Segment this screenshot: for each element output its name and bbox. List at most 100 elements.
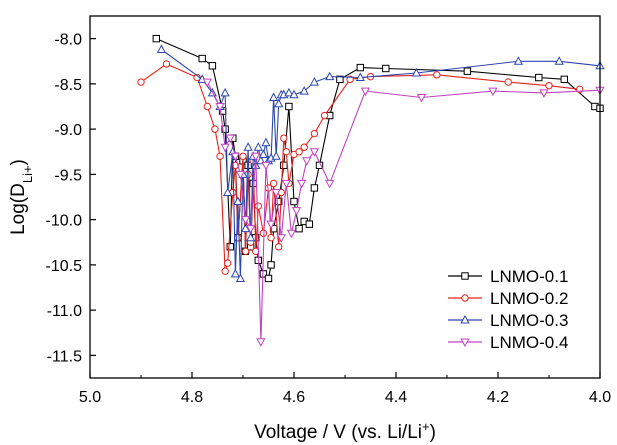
data-point-lnmo-0-2: [504, 78, 512, 86]
y-tick-label: -8.5: [54, 77, 82, 94]
data-point-lnmo-0-3: [243, 142, 253, 151]
data-point-lnmo-0-1: [198, 54, 206, 63]
data-point-lnmo-0-4: [261, 161, 271, 171]
data-point-lnmo-0-2: [221, 267, 229, 275]
data-point-lnmo-0-4: [539, 89, 549, 98]
x-tick-label: 4.8: [181, 389, 203, 406]
legend-marker: [461, 294, 469, 302]
data-point-lnmo-0-1: [535, 73, 543, 82]
data-point-lnmo-0-4: [240, 216, 251, 225]
x-tick-label: 4.2: [487, 389, 509, 406]
data-point-lnmo-0-2: [254, 202, 262, 210]
data-point-lnmo-0-4: [256, 338, 266, 347]
legend-label: LNMO-0.4: [490, 333, 568, 352]
data-point-lnmo-0-4: [220, 143, 230, 153]
data-point-lnmo-0-1: [152, 34, 161, 43]
data-point-lnmo-0-3: [271, 151, 281, 160]
y-tick-label: -8.0: [54, 32, 82, 49]
data-point-lnmo-0-4: [360, 87, 371, 97]
series-lnmo-0-2: [137, 60, 584, 275]
data-point-lnmo-0-3: [235, 273, 246, 282]
series-lnmo-0-3: [156, 44, 605, 282]
data-point-lnmo-0-2: [211, 125, 219, 133]
y-tick-label: -11.5: [47, 348, 82, 365]
legend-item-lnmo-0-2: LNMO-0.2: [448, 289, 568, 308]
data-point-lnmo-0-3: [289, 89, 299, 99]
data-point-lnmo-0-2: [234, 234, 242, 242]
data-point-lnmo-0-3: [253, 142, 263, 151]
series-lnmo-0-4: [202, 78, 605, 347]
data-point-lnmo-0-4: [488, 87, 498, 97]
data-point-lnmo-0-1: [305, 220, 314, 228]
data-point-lnmo-0-3: [309, 77, 320, 86]
data-point-lnmo-0-2: [310, 129, 319, 138]
data-point-lnmo-0-1: [356, 63, 365, 72]
data-point-lnmo-0-1: [208, 62, 217, 70]
data-point-lnmo-0-3: [240, 223, 251, 233]
data-point-lnmo-0-2: [280, 134, 288, 142]
data-point-lnmo-0-4: [302, 157, 312, 166]
data-point-lnmo-0-2: [295, 148, 303, 156]
axis-ticks: 5.0 4.8 4.6 4.4 4.2 4.0 -8.0 -8.5 -9.0 -9.5 -10.0 -…: [46, 32, 612, 406]
data-point-lnmo-0-2: [267, 234, 275, 242]
data-point-lnmo-0-3: [268, 92, 279, 101]
legend-label: LNMO-0.3: [490, 311, 568, 330]
data-point-lnmo-0-3: [220, 87, 230, 97]
data-point-lnmo-0-4: [286, 229, 297, 239]
plot-marks: [137, 34, 605, 347]
data-point-lnmo-0-3: [223, 187, 233, 196]
data-point-lnmo-0-4: [266, 220, 276, 230]
legend-marker: [461, 272, 469, 280]
data-point-lnmo-0-1: [226, 243, 234, 251]
data-point-lnmo-0-2: [282, 148, 291, 156]
legend-item-lnmo-0-4: LNMO-0.4: [448, 333, 568, 352]
data-point-lnmo-0-2: [275, 243, 283, 251]
data-point-lnmo-0-4: [309, 148, 320, 157]
data-point-lnmo-0-3: [258, 149, 269, 158]
data-point-lnmo-0-4: [271, 188, 281, 198]
data-point-lnmo-0-2: [269, 179, 278, 188]
data-point-lnmo-0-4: [291, 207, 302, 216]
data-point-lnmo-0-4: [202, 78, 212, 88]
data-point-lnmo-0-1: [295, 224, 303, 233]
x-axis-title: Voltage / V (vs. Li/Li+): [254, 419, 436, 444]
data-point-lnmo-0-4: [416, 93, 427, 103]
data-point-lnmo-0-2: [320, 111, 329, 120]
legend-marker: [460, 338, 470, 348]
data-point-lnmo-0-4: [215, 103, 225, 112]
data-point-lnmo-0-4: [276, 234, 286, 243]
data-point-lnmo-0-1: [267, 261, 275, 269]
legend-item-lnmo-0-1: LNMO-0.1: [448, 267, 568, 286]
series-line-lnmo-0-2: [140, 63, 580, 272]
data-point-lnmo-0-4: [230, 152, 240, 162]
data-point-lnmo-0-3: [230, 268, 240, 278]
y-tick-label: -11.0: [47, 303, 82, 320]
data-point-lnmo-0-4: [246, 225, 256, 234]
data-point-lnmo-0-1: [382, 64, 390, 73]
data-point-lnmo-0-4: [325, 179, 335, 189]
legend-label: LNMO-0.2: [490, 289, 568, 308]
data-point-lnmo-0-2: [545, 81, 553, 90]
data-point-lnmo-0-3: [325, 71, 335, 81]
x-tick-label: 5.0: [79, 389, 101, 406]
legend: LNMO-0.1 LNMO-0.2 LNMO-0.3 LNMO-0.4: [448, 267, 568, 352]
data-point-lnmo-0-1: [560, 75, 568, 84]
legend-label: LNMO-0.1: [490, 267, 568, 286]
data-point-lnmo-0-3: [554, 56, 564, 65]
data-point-lnmo-0-3: [156, 44, 167, 53]
data-point-lnmo-0-1: [463, 67, 472, 75]
data-point-lnmo-0-4: [235, 170, 246, 180]
y-tick-label: -9.0: [54, 122, 82, 139]
data-point-lnmo-0-3: [261, 137, 271, 147]
data-point-lnmo-0-3: [411, 67, 422, 77]
legend-marker: [460, 314, 470, 324]
data-point-lnmo-0-2: [162, 60, 171, 68]
data-point-lnmo-0-1: [310, 184, 319, 192]
data-point-lnmo-0-3: [274, 98, 284, 108]
data-point-lnmo-0-4: [251, 152, 261, 162]
legend-item-lnmo-0-3: LNMO-0.3: [448, 311, 568, 330]
data-point-lnmo-0-1: [336, 75, 344, 84]
data-point-lnmo-0-3: [246, 232, 256, 242]
y-tick-label: -9.5: [54, 167, 82, 184]
data-point-lnmo-0-1: [221, 125, 229, 133]
